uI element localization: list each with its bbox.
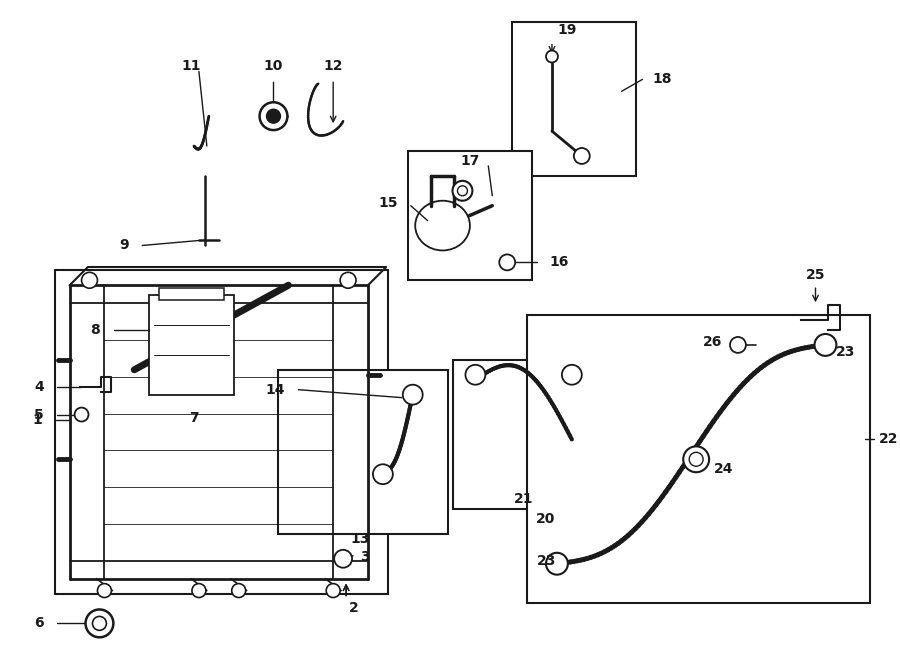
Bar: [278, 370, 447, 534]
Circle shape: [192, 584, 206, 598]
Text: 26: 26: [703, 335, 722, 349]
Bar: [408, 151, 532, 280]
Text: 16: 16: [549, 256, 569, 269]
Ellipse shape: [415, 201, 470, 250]
Text: 13: 13: [350, 532, 370, 546]
Circle shape: [465, 365, 485, 385]
Text: 15: 15: [378, 196, 398, 210]
Text: 5: 5: [34, 408, 44, 422]
Circle shape: [340, 272, 356, 288]
Text: 22: 22: [879, 432, 899, 446]
Text: 10: 10: [264, 60, 284, 73]
Text: 12: 12: [323, 60, 343, 73]
Circle shape: [453, 181, 472, 201]
Text: 23: 23: [835, 345, 855, 359]
Text: 19: 19: [557, 23, 577, 36]
Circle shape: [730, 337, 746, 353]
Text: 1: 1: [32, 412, 41, 426]
Circle shape: [373, 464, 392, 484]
Circle shape: [334, 550, 352, 568]
Text: 23: 23: [537, 553, 556, 568]
Text: 24: 24: [714, 462, 734, 476]
Circle shape: [403, 385, 423, 404]
Circle shape: [689, 452, 703, 466]
Text: 2: 2: [349, 602, 359, 616]
Circle shape: [231, 584, 246, 598]
Circle shape: [546, 50, 558, 62]
Circle shape: [75, 408, 88, 422]
Text: 3: 3: [360, 549, 370, 564]
Text: 4: 4: [34, 380, 44, 394]
Circle shape: [546, 553, 568, 575]
Circle shape: [326, 584, 340, 598]
Text: 7: 7: [189, 410, 199, 424]
Circle shape: [86, 610, 113, 638]
Circle shape: [574, 148, 590, 164]
Circle shape: [93, 616, 106, 630]
Circle shape: [259, 102, 287, 130]
Text: 21: 21: [515, 492, 534, 506]
Text: 18: 18: [652, 72, 672, 86]
Circle shape: [266, 109, 281, 123]
Circle shape: [814, 334, 836, 356]
Text: 9: 9: [120, 238, 130, 252]
Bar: [149, 295, 234, 395]
Circle shape: [500, 254, 515, 270]
Bar: [55, 270, 388, 594]
Circle shape: [82, 272, 97, 288]
Circle shape: [97, 584, 112, 598]
Text: 25: 25: [806, 268, 825, 282]
Text: 8: 8: [90, 323, 100, 337]
Circle shape: [457, 186, 467, 196]
Text: 20: 20: [536, 512, 555, 526]
Text: 14: 14: [266, 383, 285, 397]
Text: 11: 11: [181, 60, 201, 73]
Circle shape: [683, 446, 709, 472]
Bar: [453, 360, 593, 509]
Text: 17: 17: [460, 154, 480, 168]
Circle shape: [562, 365, 581, 385]
Text: 6: 6: [34, 616, 44, 630]
Bar: [159, 288, 224, 300]
Bar: [527, 315, 870, 604]
Bar: [512, 22, 636, 176]
